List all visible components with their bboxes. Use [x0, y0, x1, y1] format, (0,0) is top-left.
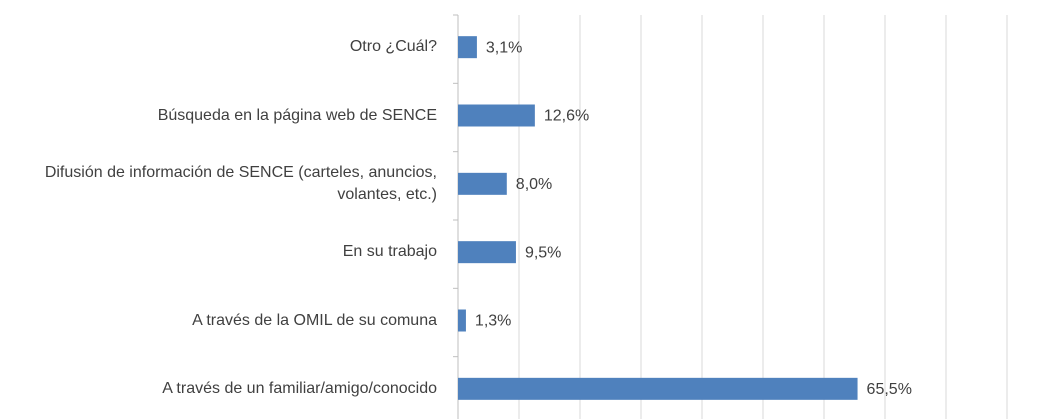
- category-label: Difusión de información de SENCE (cartel…: [44, 163, 437, 203]
- bar: [458, 36, 477, 59]
- category-label: A través de la OMIL de su comuna: [192, 311, 437, 329]
- data-label: 3,1%: [486, 39, 522, 56]
- data-label: 9,5%: [525, 244, 561, 261]
- bar: [458, 104, 535, 127]
- bar: [458, 309, 466, 332]
- category-label: Búsqueda en la página web de SENCE: [157, 106, 437, 124]
- data-label: 1,3%: [475, 313, 511, 330]
- data-label: 65,5%: [867, 381, 912, 398]
- category-label: A través de un familiar/amigo/conocido: [162, 379, 437, 397]
- bar: [458, 241, 516, 264]
- category-label: En su trabajo: [342, 243, 437, 261]
- category-label: Otro ¿Cuál?: [349, 38, 437, 56]
- bar: [458, 172, 507, 195]
- data-label: 12,6%: [544, 108, 589, 125]
- data-label: 8,0%: [516, 176, 552, 193]
- bar: [458, 377, 858, 400]
